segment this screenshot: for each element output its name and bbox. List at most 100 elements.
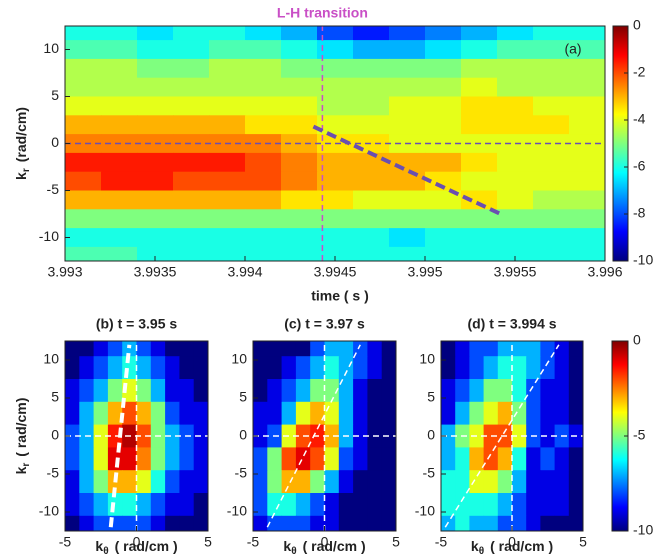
- x-tick-label: 3.996: [587, 264, 622, 280]
- heatmap-cell: [150, 515, 166, 531]
- heatmap-cell: [317, 96, 354, 116]
- heatmap-cell: [281, 493, 297, 517]
- label-unit: (rad/cm): [13, 107, 29, 162]
- heatmap-cell: [209, 77, 246, 97]
- heatmap-cell: [569, 96, 605, 116]
- heatmap-cell: [173, 171, 210, 191]
- heatmap-cell: [295, 341, 311, 357]
- heatmap-cell: [497, 493, 513, 517]
- x-tick-label: 0: [321, 534, 329, 550]
- heatmap-cell: [483, 470, 499, 494]
- heatmap-cell: [568, 515, 583, 531]
- y-tick-label: -5: [235, 465, 248, 481]
- heatmap-cell: [461, 115, 498, 135]
- heatmap-cell: [107, 379, 123, 403]
- heatmap-cell: [267, 379, 283, 403]
- heatmap-cell: [533, 152, 570, 173]
- heatmap-cell: [455, 447, 470, 471]
- y-tick-label: 5: [239, 389, 247, 405]
- heatmap-cell: [568, 447, 583, 471]
- axis-label: kθ ( rad/cm ): [471, 538, 553, 554]
- heatmap-cell: [381, 470, 396, 494]
- heatmap-cell: [93, 379, 109, 403]
- heatmap-cell: [526, 341, 541, 357]
- heatmap-cell: [122, 447, 137, 471]
- reference-line: [444, 344, 560, 528]
- heatmap-cell: [295, 379, 311, 403]
- heatmap-cell: [353, 470, 368, 494]
- heatmap-cell: [310, 515, 325, 531]
- heatmap-cell: [367, 341, 383, 357]
- heatmap-cell: [483, 379, 499, 403]
- heatmap-cell: [173, 246, 210, 261]
- heatmap-cell: [253, 493, 268, 517]
- heatmap-cell: [533, 96, 570, 116]
- heatmap-cell: [367, 493, 383, 517]
- heatmap-cell: [281, 447, 297, 471]
- heatmap-cell: [497, 228, 534, 248]
- heatmap-cell: [173, 209, 210, 229]
- heatmap-cell: [497, 341, 513, 357]
- heatmap-cell: [569, 171, 605, 191]
- heatmap-cell: [497, 190, 534, 210]
- heatmap-cell: [165, 424, 180, 448]
- heatmap-cell: [353, 152, 390, 173]
- heatmap-cell: [469, 341, 485, 357]
- heatmap-cell: [179, 493, 195, 517]
- heatmap-cell: [425, 190, 462, 210]
- heatmap-cell: [389, 26, 426, 41]
- heatmap-cell: [65, 447, 80, 471]
- heatmap-cell: [253, 379, 268, 403]
- colorbar-tick-label: -6: [633, 158, 646, 174]
- heatmap-cell: [122, 470, 137, 494]
- heatmap-cell: [338, 356, 354, 380]
- heatmap-cell: [317, 58, 354, 79]
- heatmap-cell: [173, 26, 210, 41]
- x-tick-label: -5: [435, 534, 448, 550]
- heatmap-cell: [281, 40, 318, 60]
- heatmap-cell: [267, 356, 283, 380]
- label-symbol: k: [471, 538, 479, 554]
- heatmap-cell: [281, 171, 318, 191]
- heatmap-cell: [317, 26, 354, 41]
- heatmap-cell: [209, 190, 246, 210]
- heatmap-cell: [209, 152, 246, 173]
- heatmap-cell: [381, 493, 396, 517]
- heatmap-cell: [101, 209, 138, 229]
- heatmap-cell: [461, 190, 498, 210]
- heatmap-cell: [317, 40, 354, 60]
- label-unit: ( rad/cm): [13, 398, 29, 457]
- x-tick-label: 3.9935: [134, 264, 177, 280]
- heatmap-cell: [324, 470, 340, 494]
- heatmap-cell: [569, 209, 605, 229]
- heatmap-cell: [441, 470, 456, 494]
- heatmap-cell: [165, 356, 180, 380]
- heatmap-cell: [497, 115, 534, 135]
- heatmap-cell: [353, 228, 390, 248]
- heatmap-cell: [569, 228, 605, 248]
- heatmap-cell: [317, 171, 354, 191]
- heatmap-cell: [193, 356, 208, 380]
- heatmap-cell: [483, 515, 499, 531]
- heatmap-cell: [441, 379, 456, 403]
- heatmap-cell: [193, 379, 208, 403]
- heatmap-cell: [173, 152, 210, 173]
- heatmap-cell: [65, 379, 80, 403]
- heatmap-cell: [568, 356, 583, 380]
- heatmap-cell: [173, 134, 210, 154]
- heatmap-cell: [281, 152, 318, 173]
- heatmap-cell: [65, 190, 102, 210]
- heatmap-cell: [209, 171, 246, 191]
- colorbar-tick-label: 0: [633, 17, 641, 33]
- axis-label: kθ ( rad/cm ): [283, 538, 365, 554]
- heatmap-cell: [310, 341, 325, 357]
- heatmap-cell: [353, 424, 368, 448]
- heatmap-cell: [469, 447, 485, 471]
- heatmap-cell: [65, 115, 102, 135]
- heatmap-cell: [317, 228, 354, 248]
- heatmap-cell: [295, 515, 311, 531]
- heatmap-cell: [245, 115, 282, 135]
- y-tick-label: 5: [51, 389, 59, 405]
- heatmap-cell: [497, 26, 534, 41]
- heatmap-cell: [381, 447, 396, 471]
